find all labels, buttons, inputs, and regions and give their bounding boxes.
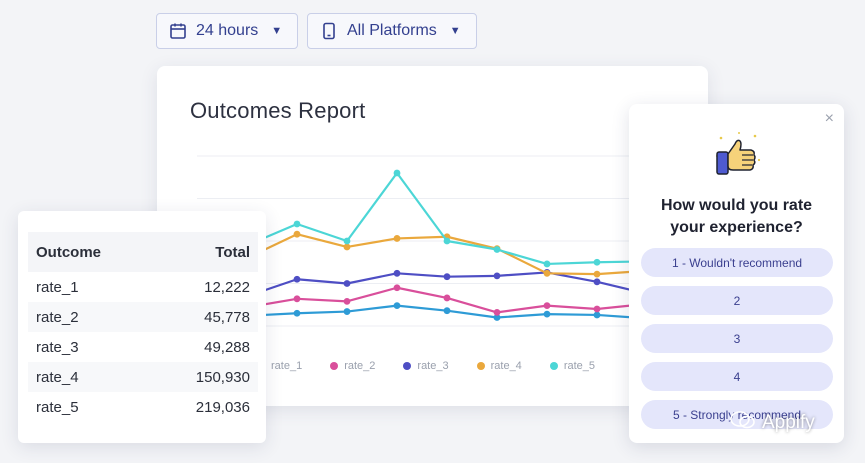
data-point-rate-1 <box>293 309 301 317</box>
rating-option-4[interactable]: 4 <box>641 362 833 391</box>
report-title: Outcomes Report <box>190 98 366 123</box>
platform-dropdown[interactable]: All Platforms ▼ <box>307 13 477 49</box>
data-point-rate-2 <box>543 302 551 309</box>
legend-dot <box>549 362 558 370</box>
legend-label: rate_5 <box>563 360 596 372</box>
phone-icon <box>320 22 338 40</box>
data-point-rate-3 <box>293 275 301 283</box>
legend-label: rate_3 <box>417 360 449 372</box>
data-point-rate-2 <box>443 294 451 302</box>
close-icon[interactable]: × <box>824 110 834 127</box>
legend-dot <box>403 362 412 370</box>
rating-option-2[interactable]: 2 <box>641 286 833 315</box>
legend-item-rate-3: rate_3 <box>403 360 449 372</box>
outcome-totals-card: Outcome Total rate_1 12,222 rate_2 45,778 … <box>18 211 266 443</box>
legend-item-rate-2: rate_2 <box>330 360 375 372</box>
total-cell: 49,288 <box>204 338 250 356</box>
legend-dot <box>476 362 485 370</box>
survey-question-line-2: your experience? <box>670 219 803 236</box>
data-point-rate-4 <box>393 235 401 242</box>
legend-item-rate-5: rate_5 <box>549 360 596 372</box>
outcome-cell: rate_5 <box>36 398 79 416</box>
column-header-outcome: Outcome <box>28 232 152 272</box>
rating-options: 1 - Wouldn't recommend 2 3 4 5 - Strongl… <box>641 248 833 438</box>
watermark-text: Appify <box>762 412 815 433</box>
rating-option-3[interactable]: 3 <box>641 324 833 353</box>
time-range-label: 24 hours <box>196 22 259 39</box>
chevron-down-icon: ▼ <box>449 25 461 37</box>
data-point-rate-1 <box>393 302 401 309</box>
data-point-rate-4 <box>593 270 601 278</box>
data-point-rate-5 <box>343 237 351 245</box>
data-point-rate-5 <box>293 220 301 228</box>
data-point-rate-5 <box>593 258 601 266</box>
chart-legend: rate_1 rate_2 rate_3 rate_4 rate_5 <box>257 360 595 372</box>
survey-question-line-1: How would you rate <box>660 197 813 214</box>
platform-label: All Platforms <box>347 22 437 39</box>
outcome-totals-table: Outcome Total rate_1 12,222 rate_2 45,778 … <box>28 232 258 422</box>
data-point-rate-1 <box>343 308 351 315</box>
table-header-row: Outcome Total <box>28 232 258 272</box>
table-row: rate_1 12,222 <box>28 272 258 302</box>
survey-question: How would you rate your experience? <box>629 195 844 239</box>
data-point-rate-3 <box>393 269 401 277</box>
total-cell: 150,930 <box>151 362 258 392</box>
outcomes-line-chart <box>193 155 701 327</box>
legend-label: rate_4 <box>490 360 522 372</box>
table-row: rate_4 150,930 <box>28 362 258 392</box>
data-point-rate-1 <box>543 310 551 318</box>
legend-label: rate_1 <box>271 360 303 372</box>
column-header-total: Total <box>151 232 258 272</box>
total-cell: 219,036 <box>195 398 250 416</box>
rating-option-5[interactable]: 5 - Strongly recommend <box>641 400 833 429</box>
legend-dot <box>330 362 339 370</box>
data-point-rate-3 <box>593 278 601 286</box>
data-point-rate-5 <box>543 260 551 268</box>
data-point-rate-4 <box>343 243 351 251</box>
table-row: rate_3 49,288 <box>28 332 258 362</box>
data-point-rate-3 <box>443 273 451 281</box>
calendar-icon <box>169 22 187 40</box>
rating-survey-popup: × How would you rate your experience? 1 … <box>629 104 844 443</box>
legend-label: rate_2 <box>344 360 376 372</box>
data-point-rate-4 <box>293 230 301 238</box>
data-point-rate-5 <box>393 169 401 177</box>
data-point-rate-3 <box>343 280 351 287</box>
data-point-rate-2 <box>343 297 351 305</box>
data-point-rate-4 <box>543 269 551 277</box>
data-point-rate-1 <box>593 311 601 319</box>
chevron-down-icon: ▼ <box>271 25 283 37</box>
total-cell: 12,222 <box>204 278 250 296</box>
data-point-rate-2 <box>393 284 401 292</box>
time-range-dropdown[interactable]: 24 hours ▼ <box>156 13 298 49</box>
watermark: Appify <box>730 410 815 436</box>
outcome-cell: rate_3 <box>36 338 79 356</box>
chat-bubble-icon <box>730 410 756 436</box>
data-point-rate-2 <box>293 295 301 303</box>
thumbs-up-icon <box>711 130 763 187</box>
outcome-cell: rate_4 <box>28 362 152 392</box>
data-point-rate-2 <box>493 309 501 316</box>
rating-option-1[interactable]: 1 - Wouldn't recommend <box>641 248 833 277</box>
data-point-rate-3 <box>493 272 501 280</box>
total-cell: 45,778 <box>151 302 258 332</box>
legend-item-rate-4: rate_4 <box>476 360 522 372</box>
table-row: rate_2 45,778 <box>28 302 258 332</box>
outcome-cell: rate_1 <box>36 278 79 296</box>
series-line-rate-5 <box>196 171 698 266</box>
data-point-rate-2 <box>593 305 601 313</box>
data-point-rate-5 <box>443 237 451 245</box>
table-row: rate_5 219,036 <box>28 392 258 422</box>
data-point-rate-5 <box>493 246 501 253</box>
outcome-cell: rate_2 <box>28 302 152 332</box>
data-point-rate-1 <box>443 307 451 315</box>
data-point-rate-1 <box>493 314 501 321</box>
